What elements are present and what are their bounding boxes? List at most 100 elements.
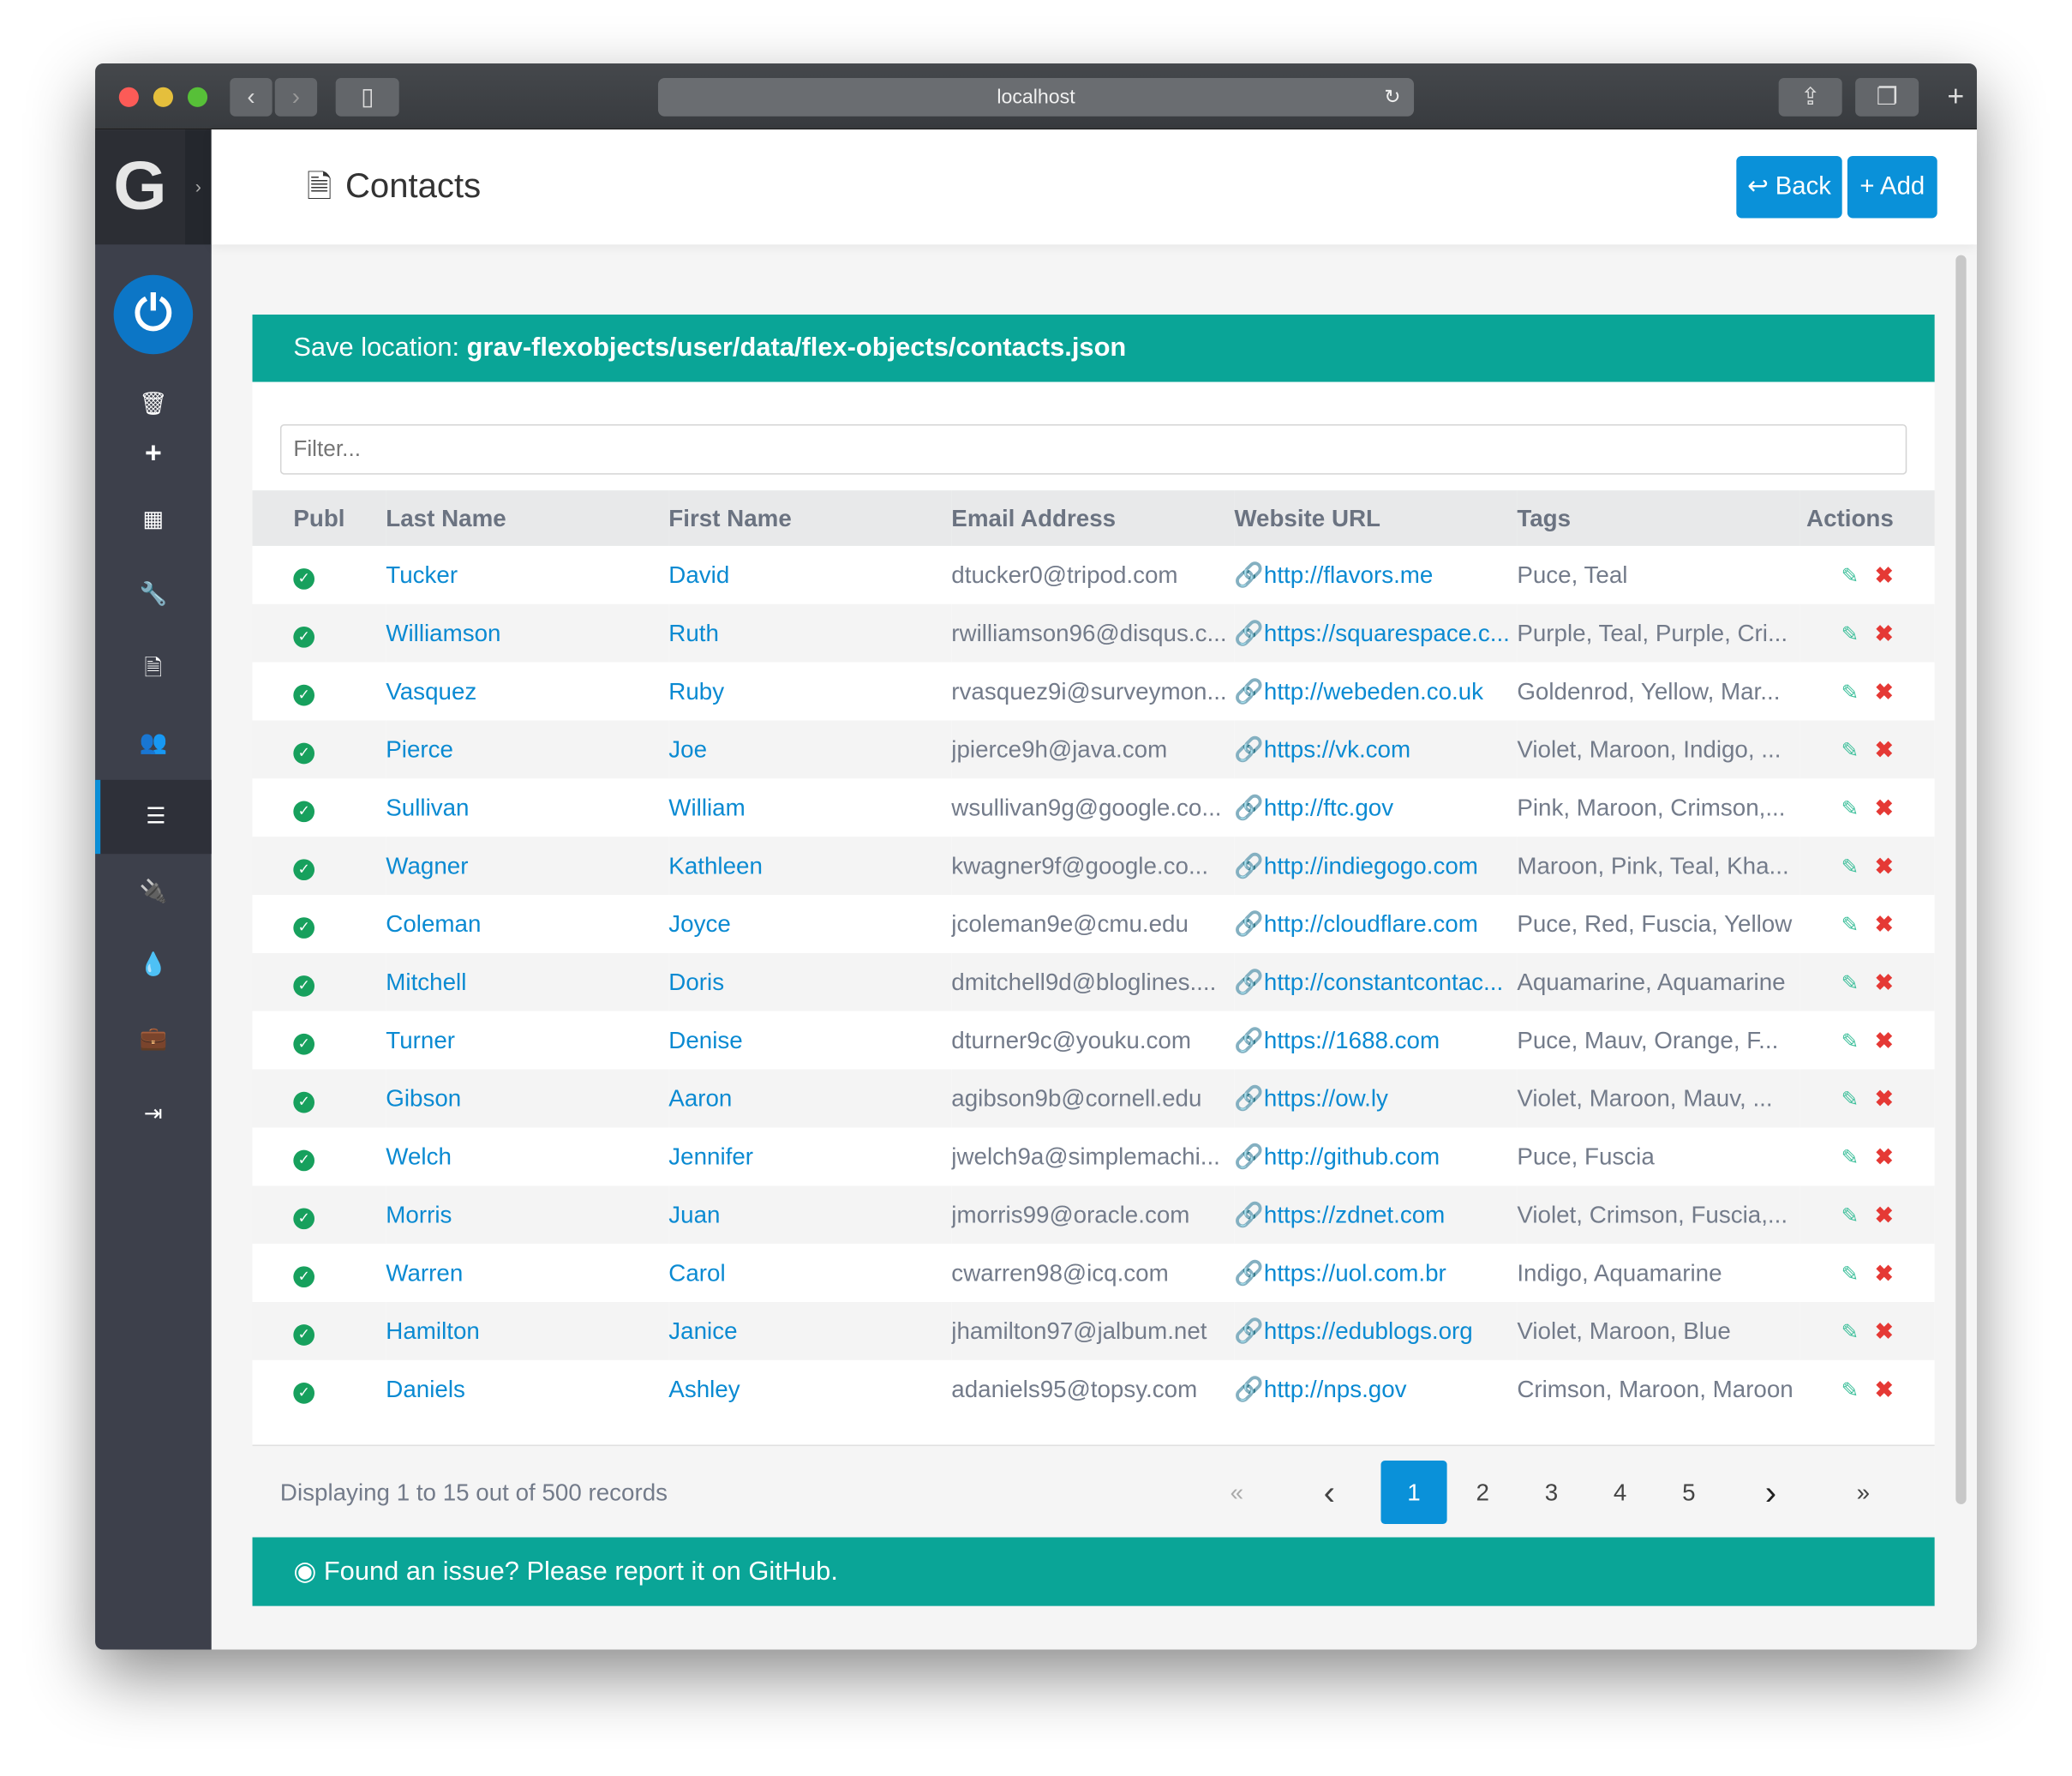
website-link[interactable]: https://zdnet.com	[1263, 1200, 1446, 1227]
pencil-icon[interactable]: ✎	[1841, 797, 1859, 820]
published-check-icon[interactable]: ✓	[293, 858, 315, 880]
published-check-icon[interactable]: ✓	[293, 1091, 315, 1113]
sign-out-icon[interactable]: ⇥	[143, 1101, 163, 1126]
first-name-link[interactable]: Joe	[668, 735, 708, 763]
add-button[interactable]: + Add	[1847, 155, 1937, 219]
page-button[interactable]: 1	[1380, 1461, 1447, 1525]
wrench-icon[interactable]: 🔧	[139, 581, 168, 607]
first-name-link[interactable]: Ruth	[668, 619, 719, 646]
file-icon[interactable]: 🗎	[144, 655, 163, 681]
sidebar-icon[interactable]: ▯	[335, 77, 399, 117]
website-link[interactable]: https://uol.com.br	[1263, 1258, 1446, 1286]
column-header[interactable]: First Name	[668, 490, 952, 546]
published-check-icon[interactable]: ✓	[293, 1382, 315, 1403]
delete-icon[interactable]: ✖	[1874, 1027, 1894, 1053]
first-name-link[interactable]: Jennifer	[668, 1143, 754, 1169]
published-check-icon[interactable]: ✓	[293, 1323, 315, 1346]
tabs-icon[interactable]: ❐	[1855, 77, 1919, 117]
first-name-link[interactable]: Denise	[668, 1026, 743, 1053]
last-name-link[interactable]: Turner	[386, 1026, 456, 1053]
list-icon[interactable]: ☰	[95, 779, 212, 855]
first-name-link[interactable]: Doris	[668, 968, 725, 995]
delete-icon[interactable]: ✖	[1874, 853, 1894, 879]
pencil-icon[interactable]: ✎	[1841, 623, 1859, 646]
github-bar[interactable]: ◉ Found an issue? Please report it on Gi…	[252, 1537, 1935, 1606]
plus-icon[interactable]: +	[1947, 79, 1965, 113]
delete-icon[interactable]: ✖	[1874, 1377, 1894, 1402]
last-name-link[interactable]: Wagner	[386, 851, 469, 879]
last-name-link[interactable]: Welch	[386, 1143, 452, 1169]
trash-icon[interactable]: 🗑	[139, 391, 168, 417]
published-check-icon[interactable]: ✓	[293, 684, 315, 705]
column-header[interactable]: Email Address	[951, 490, 1235, 546]
chevron-right-icon[interactable]: ›	[274, 77, 318, 117]
last-page-button[interactable]: »	[1856, 1479, 1871, 1506]
first-name-link[interactable]: David	[668, 561, 730, 588]
column-header[interactable]: Publ	[252, 490, 386, 546]
column-header[interactable]: Last Name	[386, 490, 669, 546]
pencil-icon[interactable]: ✎	[1841, 914, 1859, 937]
last-name-link[interactable]: Vasquez	[386, 677, 477, 705]
website-link[interactable]: https://vk.com	[1263, 735, 1411, 763]
delete-icon[interactable]: ✖	[1874, 621, 1894, 646]
delete-icon[interactable]: ✖	[1874, 1143, 1894, 1169]
grid-icon[interactable]: ▦	[142, 506, 165, 531]
reload-icon[interactable]: ↻	[1384, 86, 1401, 109]
address-bar[interactable]: localhost ↻	[657, 77, 1415, 117]
pencil-icon[interactable]: ✎	[1841, 1321, 1859, 1344]
last-name-link[interactable]: Warren	[386, 1258, 464, 1286]
prev-page-button[interactable]: ‹	[1323, 1472, 1336, 1513]
share-icon[interactable]: ⇪	[1778, 77, 1842, 117]
website-link[interactable]: http://github.com	[1263, 1143, 1440, 1169]
first-name-link[interactable]: William	[668, 794, 746, 820]
website-link[interactable]: https://squarespace.c...	[1263, 619, 1510, 646]
published-check-icon[interactable]: ✓	[293, 1033, 315, 1054]
pencil-icon[interactable]: ✎	[1841, 1088, 1859, 1112]
last-name-link[interactable]: Coleman	[386, 909, 482, 937]
users-icon[interactable]: 👥	[139, 729, 168, 755]
first-name-link[interactable]: Aaron	[668, 1084, 733, 1112]
website-link[interactable]: https://edublogs.org	[1263, 1317, 1473, 1344]
first-name-link[interactable]: Carol	[668, 1258, 726, 1286]
first-name-link[interactable]: Ashley	[668, 1375, 740, 1402]
published-check-icon[interactable]: ✓	[293, 1207, 315, 1229]
last-name-link[interactable]: Morris	[386, 1200, 452, 1227]
sidebar-toggle[interactable]: ›	[184, 129, 212, 245]
published-check-icon[interactable]: ✓	[293, 916, 315, 939]
published-check-icon[interactable]: ✓	[293, 567, 315, 590]
pencil-icon[interactable]: ✎	[1841, 565, 1859, 588]
website-link[interactable]: http://ftc.gov	[1263, 794, 1394, 820]
last-name-link[interactable]: Sullivan	[386, 794, 470, 820]
website-link[interactable]: http://webeden.co.uk	[1263, 677, 1484, 705]
published-check-icon[interactable]: ✓	[293, 800, 315, 822]
delete-icon[interactable]: ✖	[1874, 1085, 1894, 1112]
page-button[interactable]: 5	[1682, 1479, 1696, 1506]
website-link[interactable]: http://indiegogo.com	[1263, 851, 1478, 879]
last-name-link[interactable]: Gibson	[386, 1084, 462, 1112]
pencil-icon[interactable]: ✎	[1841, 1146, 1859, 1169]
last-name-link[interactable]: Tucker	[386, 561, 458, 588]
first-name-link[interactable]: Ruby	[668, 677, 725, 705]
pencil-icon[interactable]: ✎	[1841, 972, 1859, 995]
next-page-button[interactable]: ›	[1764, 1472, 1777, 1513]
delete-icon[interactable]: ✖	[1874, 1202, 1894, 1227]
published-check-icon[interactable]: ✓	[293, 626, 315, 647]
maximize-window-button[interactable]	[187, 87, 208, 107]
column-header[interactable]: Tags	[1517, 490, 1800, 546]
briefcase-icon[interactable]: 💼	[139, 1025, 168, 1051]
first-name-link[interactable]: Janice	[668, 1317, 738, 1344]
pencil-icon[interactable]: ✎	[1841, 855, 1859, 879]
column-header[interactable]: Actions	[1800, 490, 1935, 546]
pencil-icon[interactable]: ✎	[1841, 1379, 1859, 1402]
avatar[interactable]: ⏻	[113, 274, 194, 355]
minimize-window-button[interactable]	[153, 87, 174, 107]
delete-icon[interactable]: ✖	[1874, 1318, 1894, 1344]
delete-icon[interactable]: ✖	[1874, 736, 1894, 763]
page-button[interactable]: 3	[1544, 1479, 1559, 1506]
pencil-icon[interactable]: ✎	[1841, 1263, 1859, 1286]
pencil-icon[interactable]: ✎	[1841, 1030, 1859, 1053]
website-link[interactable]: http://cloudflare.com	[1263, 909, 1478, 937]
tint-icon[interactable]: 💧	[139, 951, 168, 977]
website-link[interactable]: https://ow.ly	[1263, 1084, 1388, 1112]
first-name-link[interactable]: Kathleen	[668, 851, 763, 879]
